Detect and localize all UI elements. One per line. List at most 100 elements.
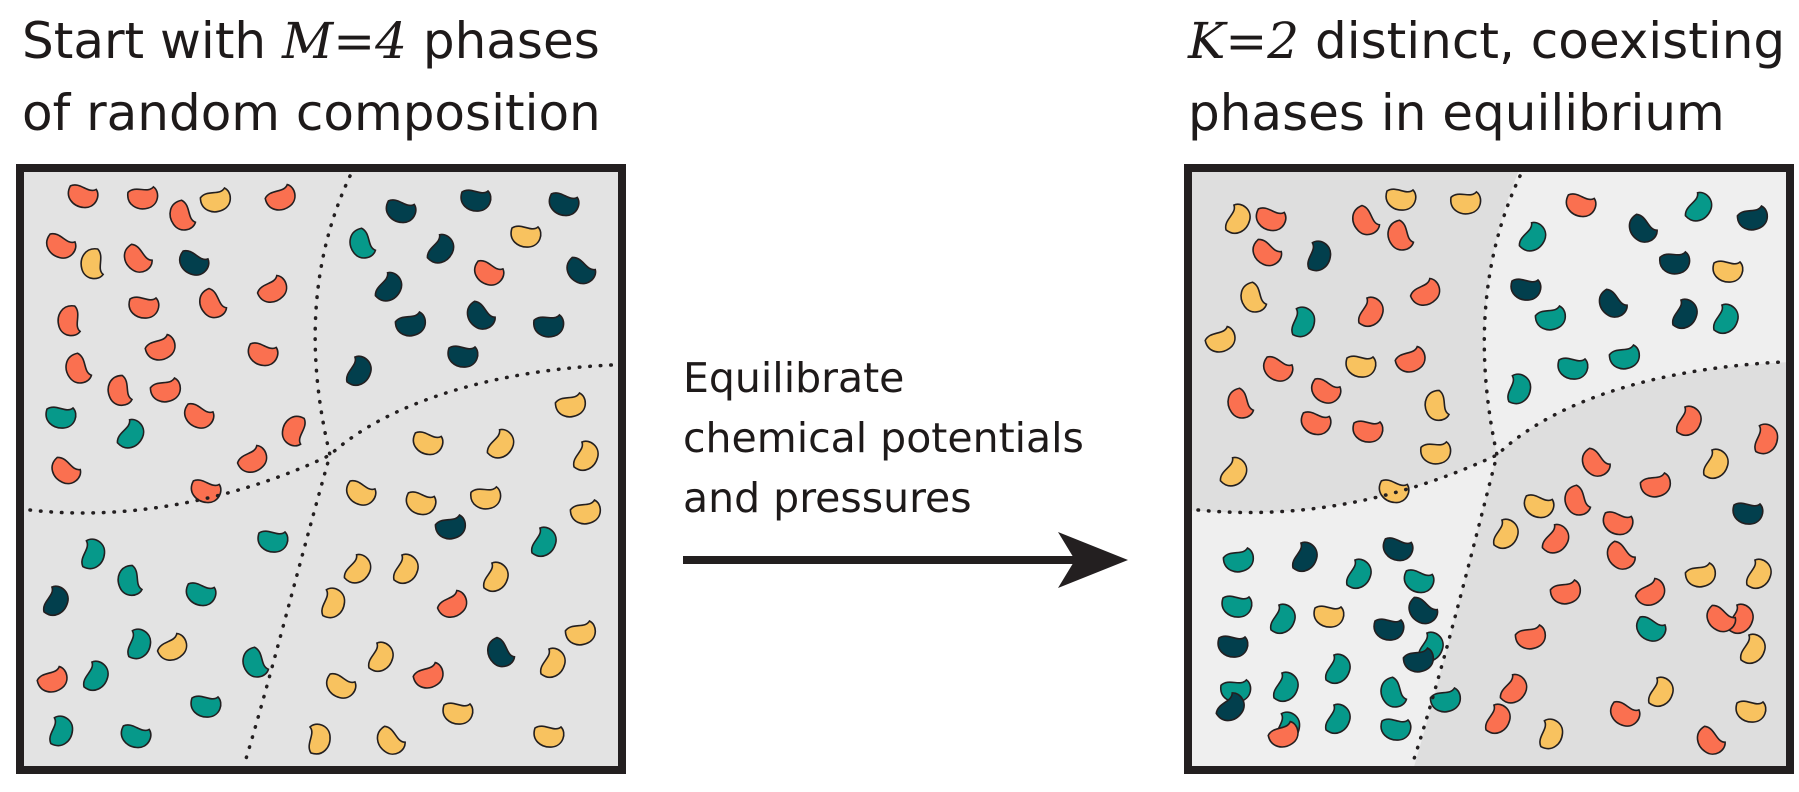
orange-particle (1610, 700, 1641, 727)
equilibrate-arrow (683, 532, 1128, 588)
yellow-particle (1739, 633, 1766, 664)
left-box (16, 164, 626, 774)
yellow-particle (572, 440, 599, 471)
yellow-particle (1735, 700, 1767, 723)
yellow-particle (1219, 456, 1248, 487)
teal-particle (1345, 558, 1372, 589)
yellow-particle (569, 498, 602, 525)
navy-particle (1510, 278, 1542, 301)
orange-particle (1581, 447, 1611, 477)
teal-particle (120, 724, 152, 749)
navy-particle (566, 256, 597, 285)
teal-particle (1269, 603, 1296, 634)
orange-particle (169, 199, 197, 231)
teal-particle (242, 646, 270, 678)
navy-particle (1732, 502, 1764, 525)
yellow-particle (554, 391, 587, 418)
arrow-head (1058, 532, 1128, 588)
navy-particle (1382, 537, 1414, 562)
arrow-label-line-1: Equilibrate (683, 354, 905, 402)
navy-particle (1291, 541, 1318, 572)
left-title-suffix: phases (422, 12, 600, 70)
navy-particle (1628, 213, 1658, 243)
dark-phase-bottom-right (1413, 362, 1790, 770)
right-panel-title: K=2 distinct, coexisting phases in equil… (1188, 5, 1785, 149)
yellow-particle (1712, 260, 1744, 283)
orange-particle (247, 342, 279, 367)
yellow-particle (1450, 190, 1482, 215)
left-title-math: M=4 (282, 12, 407, 70)
teal-particle (1636, 615, 1667, 642)
orange-particle (1311, 377, 1342, 404)
left-title-prefix: Start with (22, 12, 267, 70)
navy-particle (466, 300, 496, 330)
orange-particle (107, 374, 134, 407)
teal-particle (81, 538, 106, 570)
yellow-particle (1345, 355, 1377, 378)
yellow-particle (533, 725, 565, 748)
orange-particle (264, 183, 296, 211)
navy-particle (385, 199, 417, 224)
navy-particle (179, 249, 210, 276)
left-boundary-vertical (243, 174, 352, 764)
orange-particle (1675, 405, 1702, 436)
navy-particle (533, 313, 565, 338)
teal-particle (1518, 221, 1547, 252)
teal-particle (82, 660, 109, 691)
arrow-label: Equilibrate chemical potentials and pres… (683, 348, 1084, 528)
teal-particle (1380, 718, 1412, 741)
orange-particle (36, 665, 68, 693)
math-symbol-m: M (282, 12, 334, 70)
orange-particle (184, 402, 215, 429)
orange-particle (1754, 423, 1779, 455)
yellow-particle (326, 672, 357, 699)
orange-particle (1549, 578, 1582, 605)
orange-particle (1387, 219, 1415, 251)
navy-particle (1408, 596, 1439, 625)
orange-particle (1357, 296, 1384, 327)
yellow-particle (1378, 479, 1410, 504)
yellow-particle (1420, 440, 1452, 465)
teal-particle (1608, 343, 1641, 370)
right-particles (1204, 188, 1779, 755)
teal-particle (349, 227, 377, 259)
yellow-particle (367, 641, 394, 672)
orange-particle (1484, 703, 1511, 734)
yellow-particle (308, 723, 331, 755)
teal-particle (1534, 304, 1567, 331)
orange-particle (1499, 673, 1528, 704)
orange-particle (67, 184, 99, 209)
navy-particle (42, 585, 69, 616)
navy-particle (1671, 298, 1698, 329)
navy-particle (1215, 692, 1245, 722)
navy-particle (1373, 618, 1405, 641)
navy-particle (1307, 240, 1332, 272)
orange-particle (51, 456, 82, 485)
yellow-particle (1240, 281, 1268, 313)
orange-particle (199, 287, 228, 319)
yellow-particle (1385, 188, 1417, 211)
yellow-particle (442, 702, 474, 725)
teal-particle (1221, 595, 1253, 618)
teal-particle (1324, 653, 1351, 684)
math-equals: = (1225, 12, 1268, 70)
orange-particle (1541, 523, 1570, 554)
navy-particle (1659, 250, 1691, 275)
teal-particle (1324, 703, 1351, 734)
teal-particle (257, 530, 289, 553)
navy-particle (1736, 204, 1769, 231)
orange-particle (236, 444, 268, 473)
left-panel-title: Start with M=4 phases of random composit… (22, 5, 601, 149)
yellow-particle (1684, 561, 1717, 588)
right-boundary-horizontal (1196, 360, 1784, 515)
teal-particle (1380, 676, 1408, 708)
orange-particle (474, 259, 505, 286)
yellow-particle (1745, 558, 1772, 589)
arrow-label-line-2: chemical potentials (683, 414, 1084, 462)
navy-particle (345, 355, 372, 386)
yellow-particle (564, 619, 597, 646)
orange-particle (1564, 484, 1592, 516)
orange-particle (256, 274, 288, 303)
orange-particle (123, 243, 153, 273)
yellow-particle (1647, 676, 1674, 707)
